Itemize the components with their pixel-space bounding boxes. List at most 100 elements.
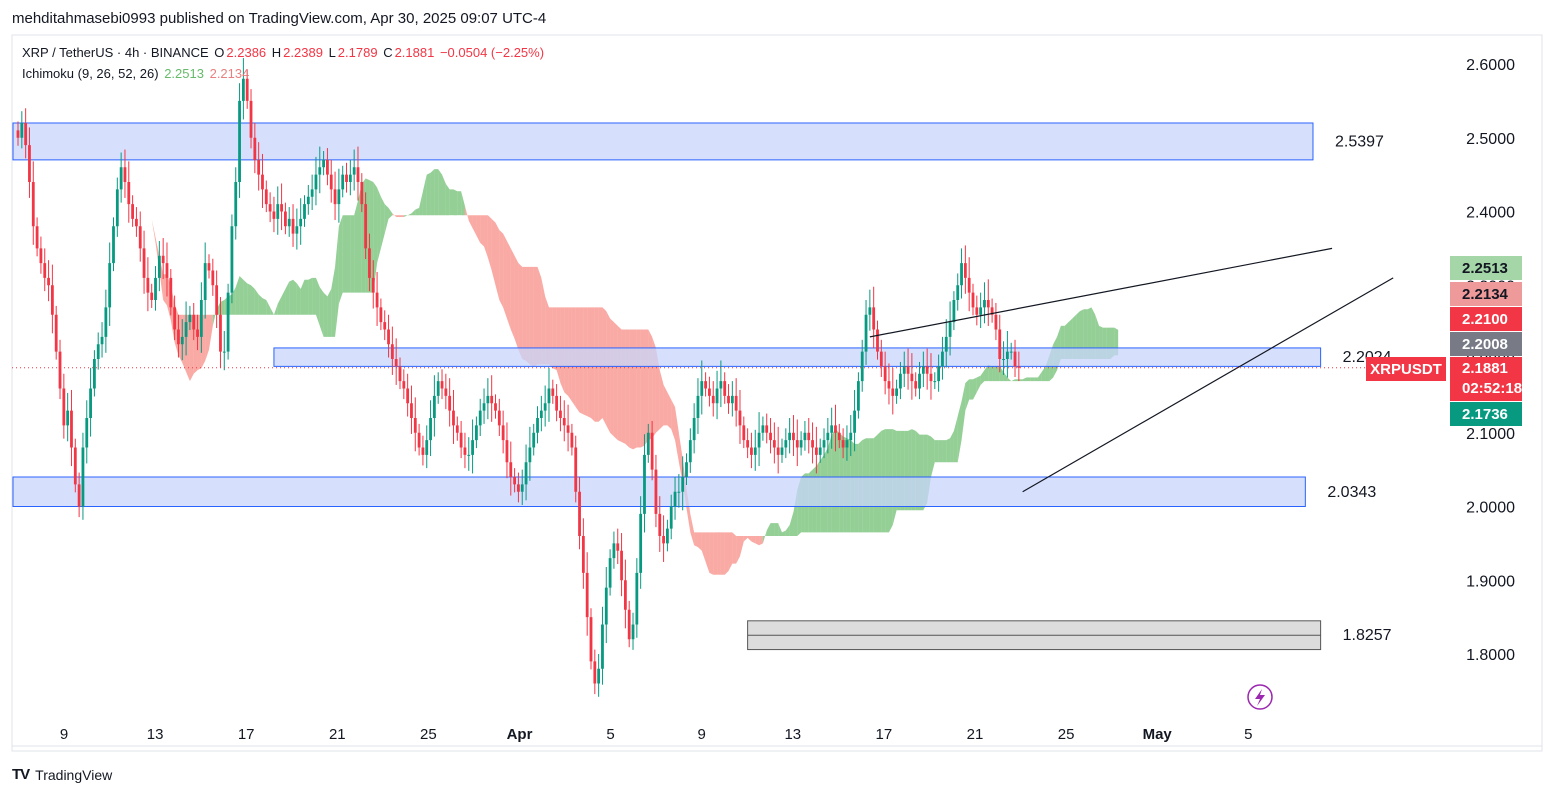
- x-tick-label: 9: [60, 726, 68, 743]
- candle-body: [593, 661, 597, 684]
- cloud-segment: [254, 288, 259, 315]
- candle-body: [295, 226, 299, 234]
- cloud-segment: [1034, 377, 1038, 382]
- cloud-segment: [675, 406, 679, 463]
- candle-body: [559, 410, 562, 418]
- cloud-segment: [434, 169, 439, 216]
- chart-frame: [11, 34, 1543, 752]
- cloud-segment: [392, 213, 397, 218]
- candle-body: [604, 587, 608, 625]
- indicator-name[interactable]: Ichimoku (9, 26, 52, 26): [22, 66, 159, 81]
- candle-body: [845, 440, 849, 448]
- candle-body: [994, 314, 998, 330]
- cloud-segment: [315, 277, 320, 326]
- footer-brand[interactable]: TradingView: [35, 766, 113, 783]
- candle-body: [769, 432, 772, 441]
- candle-body: [562, 418, 566, 426]
- candle-body: [348, 174, 352, 182]
- cloud-segment: [655, 347, 660, 433]
- candle-body: [799, 440, 803, 448]
- cloud-segment: [667, 392, 672, 430]
- candle-body: [93, 359, 96, 389]
- cloud-segment: [724, 532, 729, 575]
- candle-body: [138, 226, 142, 249]
- cloud-segment: [1022, 377, 1027, 382]
- candle-body: [837, 432, 841, 441]
- cloud-segment: [151, 218, 156, 243]
- candle-body: [192, 314, 196, 330]
- cloud-segment: [980, 370, 985, 385]
- cloud-segment: [999, 366, 1004, 382]
- candle-body: [165, 263, 169, 278]
- y-tick-label: 2.6000: [1466, 57, 1515, 74]
- candle-body: [929, 373, 933, 382]
- x-tick-label: 17: [876, 726, 893, 743]
- cloud-segment: [277, 296, 282, 315]
- candle-body: [807, 432, 811, 441]
- x-tick-label: 5: [606, 726, 614, 743]
- candle-body: [963, 263, 967, 278]
- candle-body: [455, 425, 459, 433]
- candle-body: [578, 491, 581, 536]
- candle-body: [89, 388, 92, 418]
- candle-body: [692, 418, 696, 441]
- candle-body: [520, 484, 524, 492]
- candle-body: [658, 513, 662, 536]
- cloud-segment: [308, 277, 313, 315]
- candle-body: [983, 300, 986, 308]
- candle-body: [719, 381, 723, 389]
- candle-body: [857, 381, 860, 411]
- cloud-segment: [300, 279, 305, 315]
- cloud-segment: [323, 292, 328, 337]
- cloud-segment: [717, 532, 721, 575]
- candle-body: [497, 410, 501, 426]
- candles: [16, 58, 1021, 697]
- candle-body: [253, 137, 257, 160]
- cloud-segment: [701, 532, 706, 562]
- candle-body: [291, 218, 295, 234]
- candle-body: [547, 388, 551, 404]
- cloud-segment: [739, 536, 744, 557]
- cloud-segment: [694, 532, 698, 548]
- y-tick-label: 2.5000: [1466, 131, 1515, 148]
- candle-body: [608, 558, 612, 588]
- candle-body: [631, 624, 635, 640]
- cloud-segment: [770, 523, 775, 536]
- cloud-segment: [442, 174, 446, 216]
- cloud-segment: [503, 233, 507, 319]
- candle-body: [161, 255, 165, 264]
- candle-body: [830, 425, 834, 433]
- candle-body: [918, 373, 921, 389]
- cloud-segment: [426, 172, 431, 216]
- cloud-segment: [342, 215, 347, 293]
- candle-body: [70, 410, 73, 448]
- candle-body: [211, 270, 215, 286]
- cloud-segment: [273, 303, 278, 315]
- candle-body: [157, 255, 161, 278]
- candle-body: [429, 418, 432, 441]
- cloud-segment: [296, 283, 301, 315]
- candle-body: [925, 366, 929, 374]
- candle-body: [627, 609, 631, 640]
- cloud-segment: [659, 370, 664, 430]
- x-tick-label: 25: [420, 726, 437, 743]
- candle-body: [62, 388, 66, 426]
- cloud-segment: [678, 432, 683, 483]
- cloud-segment: [556, 307, 561, 383]
- candle-body: [452, 410, 455, 426]
- lightning-icon: [1247, 684, 1273, 710]
- cloud-segment: [942, 440, 947, 463]
- trendlines: [12, 247, 1442, 493]
- cloud-segment: [453, 189, 458, 216]
- cloud-segment: [147, 204, 152, 219]
- candle-body: [723, 381, 727, 396]
- cloud-segment: [411, 209, 416, 216]
- candle-body: [341, 174, 345, 190]
- countdown-value: 02:52:18: [1462, 380, 1523, 397]
- cloud-segment: [415, 207, 420, 216]
- indicator-value-1: 2.2513: [164, 66, 204, 81]
- cloud-segment: [163, 274, 167, 306]
- cloud-segment: [1026, 377, 1031, 382]
- candle-body: [207, 263, 211, 271]
